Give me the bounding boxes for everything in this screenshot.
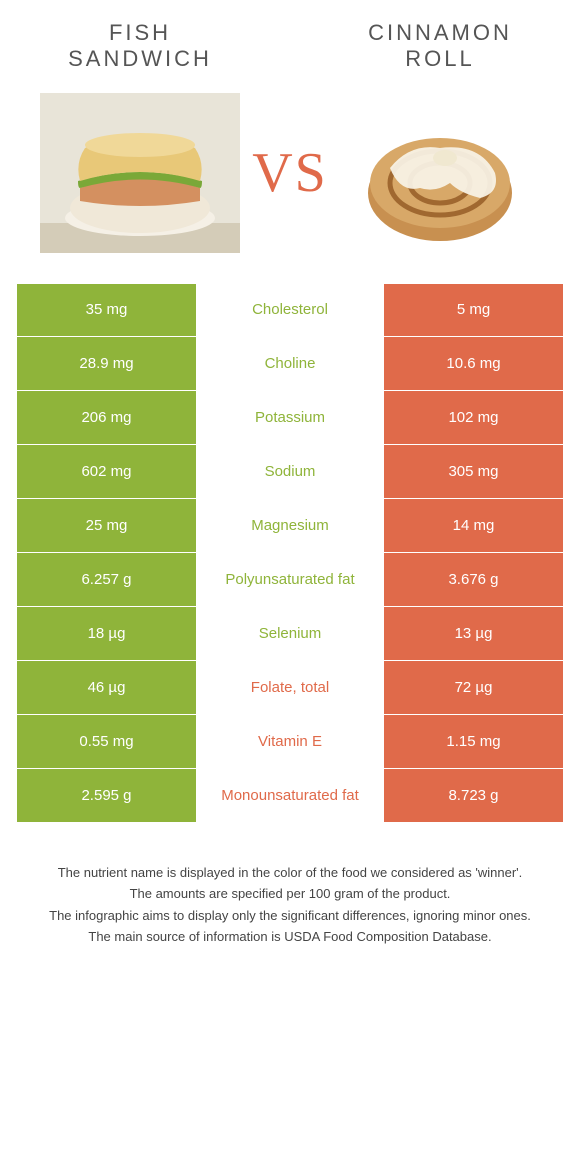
left-value: 28.9 mg bbox=[17, 337, 197, 390]
food1-title-line2: sandwich bbox=[68, 46, 212, 71]
table-row: 35 mgCholesterol5 mg bbox=[16, 283, 564, 337]
food1-title-line1: Fish bbox=[109, 20, 171, 45]
table-row: 6.257 gPolyunsaturated fat3.676 g bbox=[16, 553, 564, 607]
food2-title-line2: roll bbox=[405, 46, 474, 71]
left-value: 206 mg bbox=[17, 391, 197, 444]
table-row: 0.55 mgVitamin E1.15 mg bbox=[16, 715, 564, 769]
left-value: 35 mg bbox=[17, 284, 197, 336]
food2-image bbox=[340, 93, 540, 253]
right-value: 102 mg bbox=[383, 391, 563, 444]
footnotes: The nutrient name is displayed in the co… bbox=[0, 823, 580, 947]
left-value: 25 mg bbox=[17, 499, 197, 552]
vs-label: VS bbox=[252, 141, 328, 205]
table-row: 46 µgFolate, total72 µg bbox=[16, 661, 564, 715]
images-row: VS bbox=[0, 83, 580, 283]
nutrient-label: Polyunsaturated fat bbox=[197, 553, 383, 606]
nutrient-label: Magnesium bbox=[197, 499, 383, 552]
food1-title: Fish sandwich bbox=[40, 20, 240, 73]
left-value: 18 µg bbox=[17, 607, 197, 660]
table-row: 28.9 mgCholine10.6 mg bbox=[16, 337, 564, 391]
food1-image bbox=[40, 93, 240, 253]
footnote-line: The nutrient name is displayed in the co… bbox=[30, 863, 550, 883]
footnote-line: The amounts are specified per 100 gram o… bbox=[30, 884, 550, 904]
right-value: 72 µg bbox=[383, 661, 563, 714]
table-row: 18 µgSelenium13 µg bbox=[16, 607, 564, 661]
nutrient-label: Monounsaturated fat bbox=[197, 769, 383, 822]
left-value: 6.257 g bbox=[17, 553, 197, 606]
table-row: 602 mgSodium305 mg bbox=[16, 445, 564, 499]
left-value: 0.55 mg bbox=[17, 715, 197, 768]
nutrient-table: 35 mgCholesterol5 mg28.9 mgCholine10.6 m… bbox=[0, 283, 580, 823]
nutrient-label: Choline bbox=[197, 337, 383, 390]
food2-title-line1: Cinnamon bbox=[368, 20, 512, 45]
table-row: 2.595 gMonounsaturated fat8.723 g bbox=[16, 769, 564, 823]
nutrient-label: Selenium bbox=[197, 607, 383, 660]
right-value: 8.723 g bbox=[383, 769, 563, 822]
nutrient-label: Sodium bbox=[197, 445, 383, 498]
right-value: 13 µg bbox=[383, 607, 563, 660]
nutrient-label: Cholesterol bbox=[197, 284, 383, 336]
footnote-line: The infographic aims to display only the… bbox=[30, 906, 550, 926]
right-value: 5 mg bbox=[383, 284, 563, 336]
footnote-line: The main source of information is USDA F… bbox=[30, 927, 550, 947]
right-value: 10.6 mg bbox=[383, 337, 563, 390]
nutrient-label: Folate, total bbox=[197, 661, 383, 714]
header: Fish sandwich Cinnamon roll bbox=[0, 0, 580, 83]
right-value: 14 mg bbox=[383, 499, 563, 552]
right-value: 305 mg bbox=[383, 445, 563, 498]
nutrient-label: Potassium bbox=[197, 391, 383, 444]
left-value: 2.595 g bbox=[17, 769, 197, 822]
right-value: 1.15 mg bbox=[383, 715, 563, 768]
left-value: 602 mg bbox=[17, 445, 197, 498]
table-row: 25 mgMagnesium14 mg bbox=[16, 499, 564, 553]
nutrient-label: Vitamin E bbox=[197, 715, 383, 768]
right-value: 3.676 g bbox=[383, 553, 563, 606]
food2-title: Cinnamon roll bbox=[340, 20, 540, 73]
table-row: 206 mgPotassium102 mg bbox=[16, 391, 564, 445]
left-value: 46 µg bbox=[17, 661, 197, 714]
